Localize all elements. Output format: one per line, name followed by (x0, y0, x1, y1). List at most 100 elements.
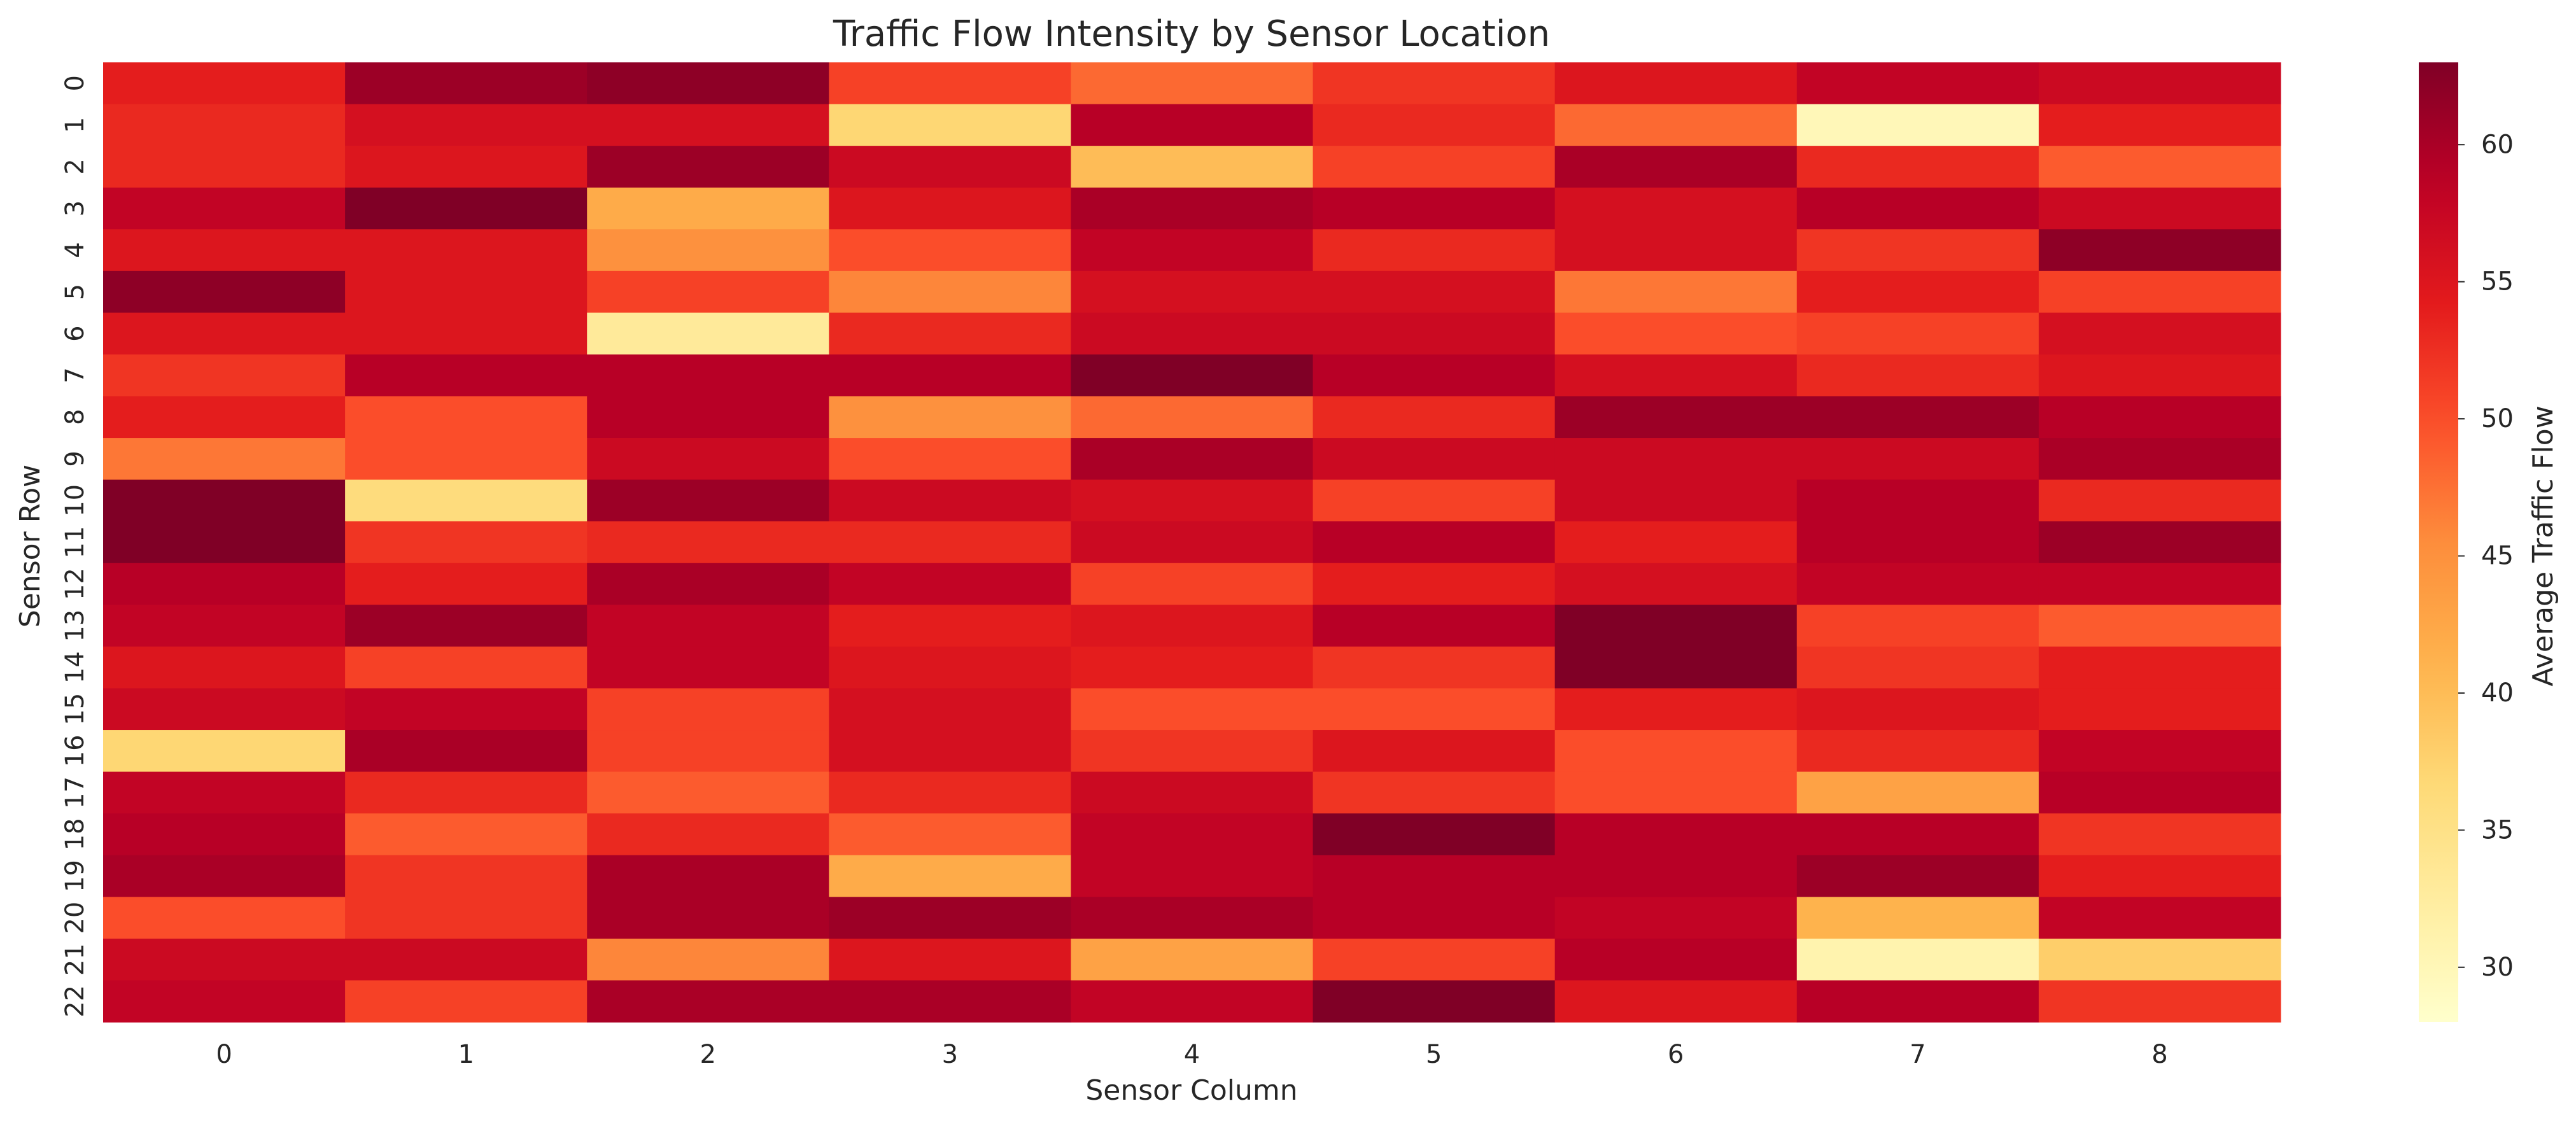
heatmap-cell (2038, 688, 2281, 731)
heatmap-cell (2038, 104, 2281, 146)
heatmap-cell (345, 855, 588, 897)
heatmap-cell (1554, 62, 1798, 105)
y-tick-label: 6 (60, 325, 90, 341)
heatmap-cell (1313, 62, 1556, 105)
heatmap-cell (1554, 980, 1798, 1023)
y-tick-label: 16 (60, 734, 90, 767)
colorbar-ticks: 30 35 40 45 50 55 60 (2458, 130, 2514, 982)
heatmap-cell (1796, 187, 2039, 230)
heatmap-cell (587, 104, 829, 146)
heatmap-cell (1554, 730, 1798, 773)
heatmap-cell (1071, 270, 1314, 313)
heatmap-cell (2038, 270, 2281, 313)
heatmap-cell (1313, 563, 1556, 605)
heatmap-cell (829, 146, 1072, 188)
heatmap-cell (1554, 104, 1798, 146)
heatmap-cell (1071, 479, 1314, 522)
heatmap-cell (1554, 897, 1798, 939)
heatmap-cell (345, 229, 588, 272)
heatmap-cell (2038, 438, 2281, 480)
heatmap-cell (2038, 521, 2281, 564)
heatmap-cell (345, 938, 588, 981)
y-tick-label: 18 (60, 818, 90, 851)
heatmap-cell (345, 62, 588, 105)
colorbar (2419, 62, 2458, 1022)
heatmap-cell (1071, 938, 1314, 981)
y-tick-label: 15 (60, 693, 90, 726)
heatmap-cell (1071, 354, 1314, 397)
heatmap-cell (587, 479, 829, 522)
heatmap-cell (2038, 62, 2281, 105)
y-tick-label: 12 (60, 568, 90, 600)
x-tick-label: 6 (1668, 1040, 1684, 1069)
x-tick-label: 4 (1184, 1040, 1200, 1069)
heatmap-cell (345, 187, 588, 230)
heatmap-cell (1313, 104, 1556, 146)
heatmap-cell (1554, 605, 1798, 647)
heatmap-cell (345, 771, 588, 814)
x-tick-label: 2 (700, 1040, 716, 1069)
heatmap-cell (103, 646, 346, 689)
heatmap-cell (2038, 605, 2281, 647)
heatmap-cell (829, 479, 1072, 522)
heatmap-cell (1554, 438, 1798, 480)
heatmap-cell (2038, 479, 2281, 522)
heatmap-cell (1796, 855, 2039, 897)
heatmap-cell (829, 813, 1072, 856)
heatmap-cell (829, 187, 1072, 230)
heatmap-cell (1313, 897, 1556, 939)
heatmap-cell (103, 688, 346, 731)
heatmap-cell (1071, 688, 1314, 731)
heatmap-cell (103, 855, 346, 897)
heatmap-cell (1313, 354, 1556, 397)
heatmap-cell (345, 396, 588, 438)
heatmap-cell (2038, 897, 2281, 939)
heatmap-cell (829, 897, 1072, 939)
heatmap-cell (1313, 730, 1556, 773)
y-tick-label: 8 (60, 409, 90, 425)
heatmap-cell (345, 312, 588, 355)
heatmap-cell (829, 730, 1072, 773)
heatmap-cell (103, 270, 346, 313)
heatmap-cell (1796, 938, 2039, 981)
x-tick-label: 1 (458, 1040, 474, 1069)
heatmap-cell (1071, 312, 1314, 355)
heatmap-cell (345, 521, 588, 564)
heatmap-cell (1796, 438, 2039, 480)
heatmap-cell (587, 605, 829, 647)
y-tick-label: 3 (60, 200, 90, 216)
heatmap-cell (2038, 938, 2281, 981)
heatmap-cell (829, 771, 1072, 814)
heatmap-cell (1313, 605, 1556, 647)
heatmap-cell (103, 62, 346, 105)
y-tick-label: 5 (60, 284, 90, 300)
heatmap-cell (345, 479, 588, 522)
heatmap-cells (103, 62, 2281, 1023)
heatmap-cell (1071, 855, 1314, 897)
heatmap-cell (103, 521, 346, 564)
heatmap-cell (829, 688, 1072, 731)
y-tick-label: 2 (60, 158, 90, 174)
y-tick-label: 14 (60, 651, 90, 684)
heatmap-cell (1313, 980, 1556, 1023)
heatmap-cell (1313, 438, 1556, 480)
heatmap-cell (1313, 855, 1556, 897)
heatmap-cell (1313, 688, 1556, 731)
heatmap-cell (1071, 187, 1314, 230)
heatmap-cell (1554, 521, 1798, 564)
heatmap-cell (2038, 187, 2281, 230)
colorbar-tick-label: 55 (2481, 267, 2514, 297)
heatmap-cell (103, 980, 346, 1023)
heatmap-cell (2038, 146, 2281, 188)
heatmap-cell (103, 187, 346, 230)
heatmap-cell (103, 730, 346, 773)
heatmap-cell (1796, 104, 2039, 146)
heatmap-cell (829, 354, 1072, 397)
heatmap-cell (345, 688, 588, 731)
heatmap-cell (587, 229, 829, 272)
heatmap-cell (587, 146, 829, 188)
heatmap-cell (829, 938, 1072, 981)
heatmap-cell (103, 479, 346, 522)
